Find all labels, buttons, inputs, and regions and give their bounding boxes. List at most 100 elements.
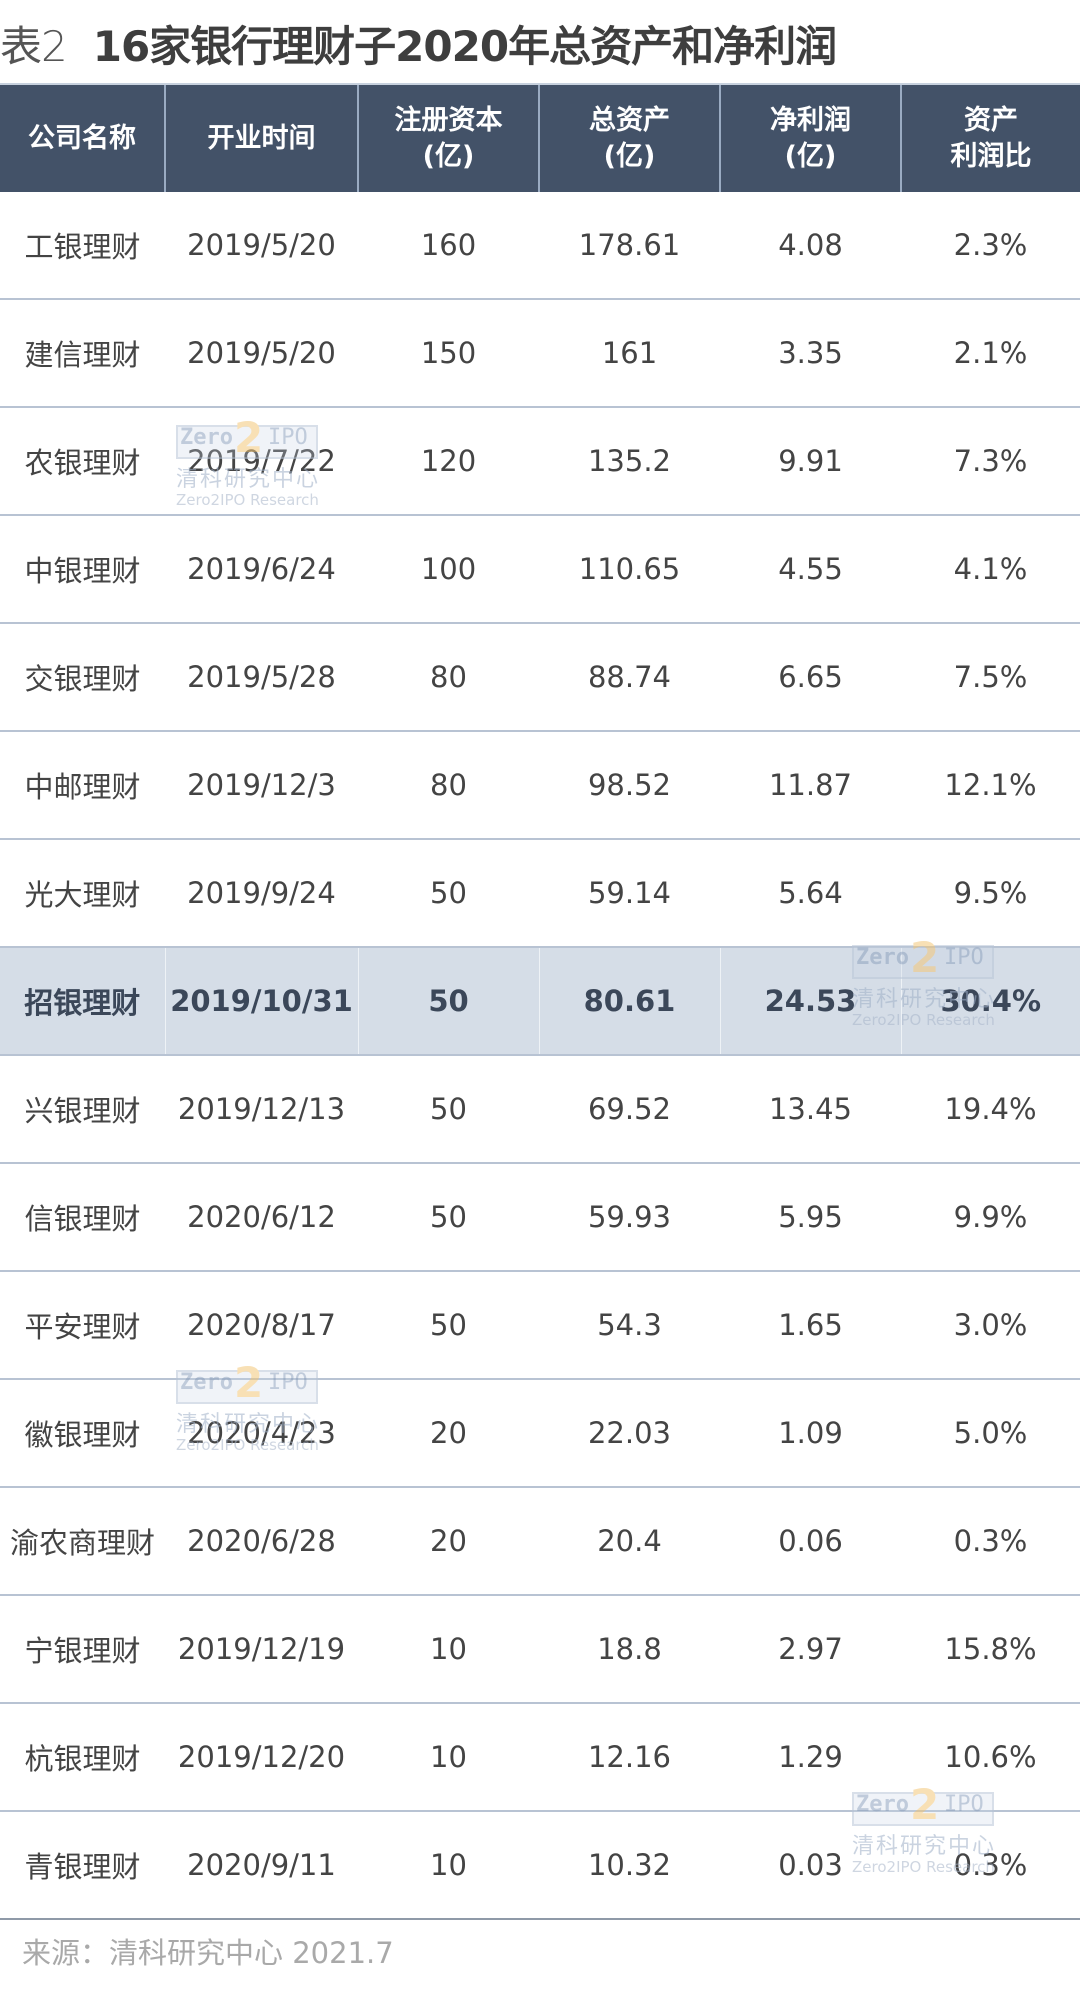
header-registered-capital: 注册资本 (亿) <box>357 83 539 192</box>
cell-registered-capital: 50 <box>358 839 539 948</box>
table-row: 兴银理财 2019/12/13 50 69.52 13.45 19.4% <box>0 1055 1080 1164</box>
cell-company-name: 青银理财 <box>0 1811 165 1920</box>
cell-open-date: 2019/12/20 <box>165 1703 358 1812</box>
table-row: 徽银理财 2020/4/23 20 22.03 1.09 5.0% <box>0 1379 1080 1488</box>
table-number: 表2 <box>0 21 68 71</box>
cell-net-profit: 4.08 <box>720 192 901 300</box>
table-row: 青银理财 2020/9/11 10 10.32 0.03 0.3% <box>0 1811 1080 1920</box>
cell-company-name: 杭银理财 <box>0 1703 165 1812</box>
cell-registered-capital: 20 <box>358 1487 539 1596</box>
cell-net-profit: 1.65 <box>720 1271 901 1380</box>
cell-profit-ratio: 7.5% <box>901 623 1080 732</box>
cell-profit-ratio: 2.1% <box>901 299 1080 408</box>
bank-wealth-table: 公司名称 开业时间 注册资本 (亿) 总资产 (亿) 净利润 (亿) 资产 利润比 工银… <box>0 83 1080 1920</box>
cell-company-name: 兴银理财 <box>0 1055 165 1164</box>
cell-registered-capital: 80 <box>358 731 539 840</box>
cell-company-name: 交银理财 <box>0 623 165 732</box>
cell-open-date: 2019/10/31 <box>164 946 358 1056</box>
cell-registered-capital: 50 <box>357 946 539 1056</box>
header-row: 公司名称 开业时间 注册资本 (亿) 总资产 (亿) 净利润 (亿) 资产 利润比 <box>0 83 1080 192</box>
header-open-date: 开业时间 <box>164 83 358 192</box>
cell-company-name: 中邮理财 <box>0 731 165 840</box>
table-row: 建信理财 2019/5/20 150 161 3.35 2.1% <box>0 299 1080 408</box>
table-row: 交银理财 2019/5/28 80 88.74 6.65 7.5% <box>0 623 1080 732</box>
cell-total-assets: 88.74 <box>539 623 720 732</box>
cell-net-profit: 13.45 <box>720 1055 901 1164</box>
table-row: 光大理财 2019/9/24 50 59.14 5.64 9.5% <box>0 839 1080 948</box>
cell-company-name: 工银理财 <box>0 192 165 300</box>
table-row: 中邮理财 2019/12/3 80 98.52 11.87 12.1% <box>0 731 1080 840</box>
cell-registered-capital: 50 <box>358 1163 539 1272</box>
cell-open-date: 2019/7/22 <box>165 407 358 516</box>
cell-registered-capital: 100 <box>358 515 539 624</box>
cell-total-assets: 12.16 <box>539 1703 720 1812</box>
cell-profit-ratio: 15.8% <box>901 1595 1080 1704</box>
cell-open-date: 2019/9/24 <box>165 839 358 948</box>
cell-registered-capital: 10 <box>358 1703 539 1812</box>
cell-open-date: 2019/12/13 <box>165 1055 358 1164</box>
cell-total-assets: 110.65 <box>539 515 720 624</box>
cell-company-name: 光大理财 <box>0 839 165 948</box>
cell-net-profit: 4.55 <box>720 515 901 624</box>
cell-registered-capital: 50 <box>358 1055 539 1164</box>
cell-total-assets: 59.14 <box>539 839 720 948</box>
header-total-assets: 总资产 (亿) <box>538 83 720 192</box>
header-company-name: 公司名称 <box>0 83 165 192</box>
cell-open-date: 2019/12/3 <box>165 731 358 840</box>
cell-profit-ratio: 5.0% <box>901 1379 1080 1488</box>
cell-registered-capital: 20 <box>358 1379 539 1488</box>
cell-open-date: 2020/9/11 <box>165 1811 358 1920</box>
cell-open-date: 2019/12/19 <box>165 1595 358 1704</box>
cell-registered-capital: 150 <box>358 299 539 408</box>
cell-company-name: 中银理财 <box>0 515 165 624</box>
cell-open-date: 2020/8/17 <box>165 1271 358 1380</box>
cell-registered-capital: 120 <box>358 407 539 516</box>
cell-registered-capital: 10 <box>358 1811 539 1920</box>
cell-total-assets: 18.8 <box>539 1595 720 1704</box>
cell-total-assets: 98.52 <box>539 731 720 840</box>
table-row: 信银理财 2020/6/12 50 59.93 5.95 9.9% <box>0 1163 1080 1272</box>
table-row: 中银理财 2019/6/24 100 110.65 4.55 4.1% <box>0 515 1080 624</box>
cell-company-name: 建信理财 <box>0 299 165 408</box>
cell-company-name: 平安理财 <box>0 1271 165 1380</box>
cell-open-date: 2020/4/23 <box>165 1379 358 1488</box>
cell-total-assets: 59.93 <box>539 1163 720 1272</box>
cell-net-profit: 5.64 <box>720 839 901 948</box>
cell-open-date: 2019/5/20 <box>165 299 358 408</box>
cell-open-date: 2020/6/28 <box>165 1487 358 1596</box>
cell-registered-capital: 80 <box>358 623 539 732</box>
cell-total-assets: 20.4 <box>539 1487 720 1596</box>
cell-open-date: 2019/6/24 <box>165 515 358 624</box>
cell-total-assets: 69.52 <box>539 1055 720 1164</box>
cell-total-assets: 178.61 <box>539 192 720 300</box>
cell-profit-ratio: 12.1% <box>901 731 1080 840</box>
cell-total-assets: 54.3 <box>539 1271 720 1380</box>
table-title: 表2 16家银行理财子2020年总资产和净利润 <box>0 10 837 76</box>
source-note: 来源：清科研究中心 2021.7 <box>22 1936 394 1970</box>
cell-company-name: 渝农商理财 <box>0 1487 165 1596</box>
cell-profit-ratio: 3.0% <box>901 1271 1080 1380</box>
cell-net-profit: 1.09 <box>720 1379 901 1488</box>
table-row: 平安理财 2020/8/17 50 54.3 1.65 3.0% <box>0 1271 1080 1380</box>
cell-total-assets: 80.61 <box>538 946 720 1056</box>
cell-profit-ratio: 9.9% <box>901 1163 1080 1272</box>
cell-net-profit: 0.06 <box>720 1487 901 1596</box>
table-title-text: 16家银行理财子2020年总资产和净利润 <box>92 21 837 71</box>
cell-total-assets: 22.03 <box>539 1379 720 1488</box>
cell-company-name: 招银理财 <box>0 946 165 1056</box>
cell-profit-ratio: 0.3% <box>901 1487 1080 1596</box>
cell-registered-capital: 160 <box>358 192 539 300</box>
table-row: 工银理财 2019/5/20 160 178.61 4.08 2.3% <box>0 192 1080 300</box>
cell-profit-ratio: 10.6% <box>901 1703 1080 1812</box>
table-row-highlighted: 招银理财 2019/10/31 50 80.61 24.53 30.4% <box>0 946 1080 1056</box>
cell-open-date: 2019/5/28 <box>165 623 358 732</box>
cell-company-name: 宁银理财 <box>0 1595 165 1704</box>
cell-profit-ratio: 2.3% <box>901 192 1080 300</box>
cell-registered-capital: 50 <box>358 1271 539 1380</box>
cell-net-profit: 3.35 <box>720 299 901 408</box>
table-row: 杭银理财 2019/12/20 10 12.16 1.29 10.6% <box>0 1703 1080 1812</box>
cell-total-assets: 161 <box>539 299 720 408</box>
cell-profit-ratio: 7.3% <box>901 407 1080 516</box>
cell-net-profit: 1.29 <box>720 1703 901 1812</box>
cell-open-date: 2020/6/12 <box>165 1163 358 1272</box>
